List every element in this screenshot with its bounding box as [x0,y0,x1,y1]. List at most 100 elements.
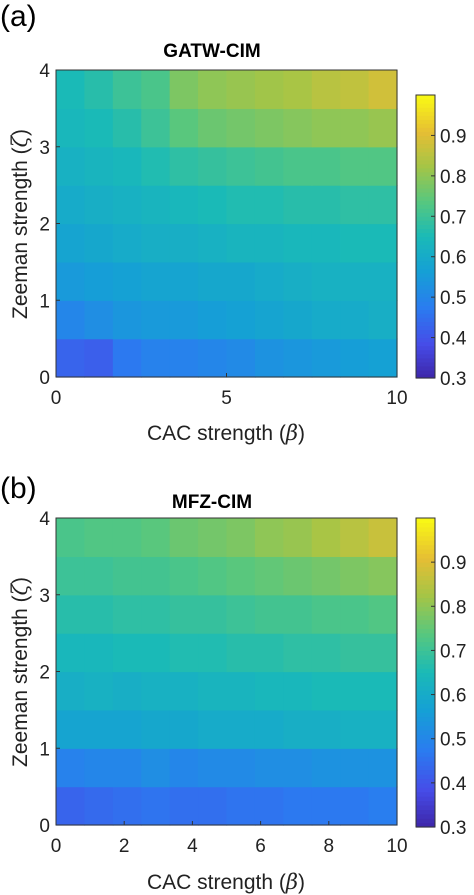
colorbar-segment [416,791,435,797]
colorbar-segment [416,345,435,351]
heatmap-cell [198,223,228,263]
colorbar-segment [416,212,435,217]
heatmap-cell [84,748,114,788]
x-tick-label: 0 [51,836,62,857]
colorbar-segment [416,637,435,643]
colorbar-segment [416,751,435,757]
colorbar-segment [416,200,435,205]
colorbar-segment [416,778,435,784]
colorbar-segment [416,107,435,112]
heatmap-cell [112,709,142,749]
colorbar-segment [416,349,435,355]
heatmap-cell [198,709,228,749]
heatmap-cell [226,223,256,263]
heatmap-cell [368,146,398,186]
colorbar-segment [416,676,435,682]
heatmap-cell [141,748,171,788]
colorbar-segment [416,135,435,141]
heatmap-cell [198,518,228,557]
colorbar-segment [416,369,435,375]
colorbar-segment [416,187,435,193]
heatmap-cell [169,185,199,225]
colorbar-segment [416,721,435,727]
colorbar-tick-label: 0.6 [440,248,466,269]
heatmap-cell [368,633,398,673]
heatmap-cell [283,786,313,826]
heatmap-cell [368,556,398,596]
colorbar-segment [416,774,435,780]
heatmap-cell [226,786,256,826]
y-tick-label: 0 [39,816,50,837]
heatmap-cell [141,70,171,109]
colorbar-segment [416,147,435,153]
colorbar-segment [416,818,435,824]
colorbar-segment [416,341,435,347]
heatmap-cell [311,786,341,826]
colorbar-segment [416,738,435,744]
heatmap-cell [283,146,313,186]
colorbar-segment [416,760,435,766]
colorbar-segment [416,672,435,678]
heatmap-cell [368,748,398,788]
heatmap-cell [169,300,199,340]
heatmap-cell [226,709,256,749]
colorbar-segment [416,224,435,230]
panel-a-colorbar-ticks: 0.3 0.4 0.5 0.6 0.7 0.8 0.9 [431,126,467,390]
x-tick-label: 6 [255,836,266,857]
heatmap-cell [169,146,199,186]
heatmap-cell [169,671,199,711]
heatmap-cell [84,518,114,557]
colorbar-segment [416,119,435,124]
colorbar-segment [416,690,435,696]
colorbar-segment [416,309,435,314]
heatmap-cell [226,261,256,301]
heatmap-cell [283,633,313,673]
colorbar-segment [416,601,435,607]
panel-b-colorbar [415,517,436,828]
colorbar-segment [416,579,435,585]
colorbar-segment [416,593,435,599]
colorbar-segment [416,707,435,713]
colorbar-segment [416,248,435,254]
y-tick-label: 3 [39,138,50,159]
x-tick-label: 5 [221,388,232,409]
colorbar-segment [416,804,435,810]
heatmap-cell [311,709,341,749]
heatmap-cell [368,223,398,263]
colorbar-segment [416,183,435,189]
heatmap-cell [311,633,341,673]
colorbar-segment [416,646,435,652]
colorbar-segment [416,575,435,581]
heatmap-cell [340,146,370,186]
heatmap-cell [84,300,114,340]
heatmap-cell [84,556,114,596]
heatmap-cell [283,556,313,596]
colorbar-segment [416,540,435,546]
colorbar-segment [416,597,435,603]
heatmap-cell [56,556,86,596]
panel-b-colorbar-ticks: 0.3 0.4 0.5 0.6 0.7 0.8 0.9 [431,553,467,839]
heatmap-cell [112,518,142,557]
heatmap-cell [56,261,86,301]
heatmap-cell [340,671,370,711]
heatmap-cell [340,70,370,109]
colorbar-segment [416,787,435,793]
heatmap-cell [226,300,256,340]
heatmap-cell [254,185,284,225]
heatmap-cell [112,594,142,634]
colorbar-segment [416,260,435,266]
x-tick-label: 8 [324,836,335,857]
heatmap-cell [254,70,284,109]
heatmap-cell [56,338,86,378]
colorbar-segment [416,272,435,278]
colorbar-segment [416,179,435,185]
heatmap-cell [311,594,341,634]
colorbar-segment [416,361,435,367]
heatmap-cell [311,185,341,225]
heatmap-cell [254,594,284,634]
heatmap-cell [226,556,256,596]
heatmap-cell [311,556,341,596]
heatmap-cell [283,223,313,263]
colorbar-segment [416,289,435,294]
heatmap-cell [226,70,256,109]
